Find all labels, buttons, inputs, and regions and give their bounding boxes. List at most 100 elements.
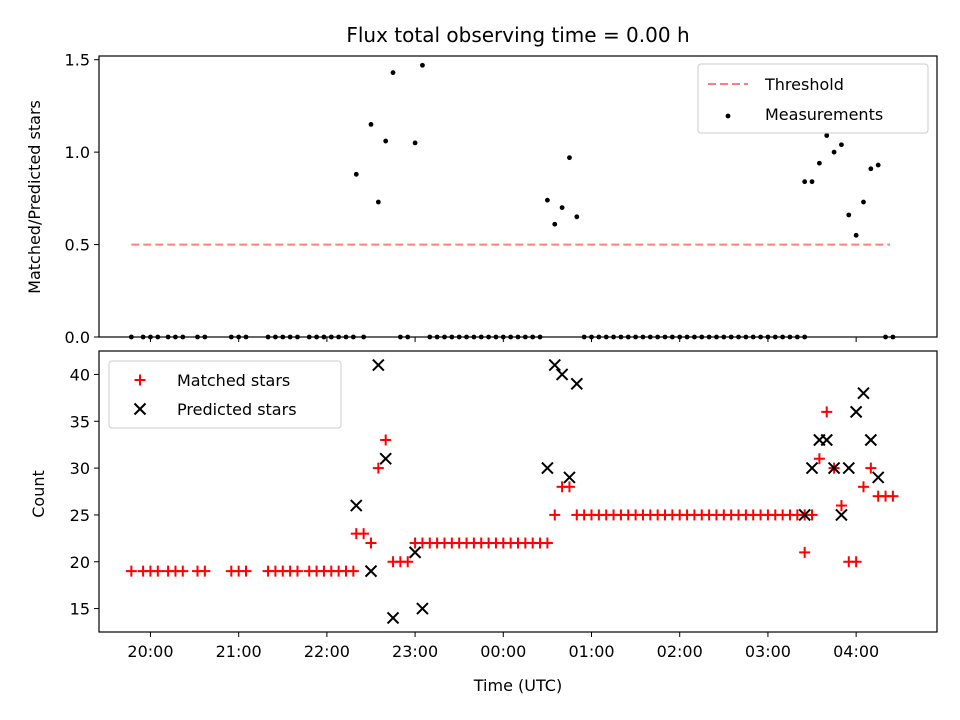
legend-threshold-label: Threshold: [764, 75, 844, 94]
top-y-tick-label: 0.0: [65, 328, 90, 347]
top-x-ticks: [149, 337, 857, 342]
predicted-star-point: [570, 377, 584, 390]
measurement-point: [420, 62, 425, 68]
matched-star-point: [549, 509, 561, 521]
legend-predicted-swatch: [133, 402, 147, 416]
measurement-point: [353, 171, 359, 177]
bottom-x-tick-label: 04:00: [833, 642, 879, 661]
predicted-star-point: [849, 405, 863, 419]
predicted-star-point: [408, 546, 422, 559]
bottom-y-tick-label: 30: [70, 459, 90, 478]
bottom-y-tick-label: 15: [70, 600, 90, 619]
bottom-legend: Matched stars Predicted stars: [108, 360, 342, 429]
measurement-point: [412, 140, 418, 146]
top-y-tick-label: 1.5: [65, 51, 90, 70]
predicted-star-point: [864, 433, 878, 447]
matched-star-point: [821, 406, 833, 418]
matched-star-point: [291, 565, 303, 577]
bottom-axes-frame: [98, 350, 938, 633]
measurement-point: [383, 138, 389, 144]
matched-star-point: [835, 500, 847, 512]
predicted-star-point: [555, 368, 569, 381]
measurement-point: [375, 199, 381, 205]
predicted-star-point: [541, 461, 554, 475]
matched-star-point: [125, 565, 137, 577]
measurement-point: [567, 155, 572, 161]
measurement-point: [559, 205, 565, 210]
predicted-star-point: [842, 461, 855, 475]
predicted-star-point: [820, 433, 833, 447]
top-y-tick-label: 0.5: [65, 236, 90, 255]
legend-matched-swatch: [134, 374, 146, 386]
top-y-ticks: 0.0 0.5 1.0 1.5: [65, 51, 99, 347]
predicted-star-point: [871, 471, 885, 484]
bottom-y-ticks: 15 20 25 30 35 40: [70, 365, 99, 619]
predicted-star-point: [364, 564, 378, 578]
matched-star-point: [177, 565, 189, 577]
predicted-star-point: [835, 508, 848, 522]
measurement-point: [552, 221, 558, 227]
matched-star-point: [347, 565, 359, 577]
predicted-star-point: [563, 471, 576, 484]
measurement-point: [824, 133, 830, 138]
bottom-x-tick-label: 23:00: [392, 642, 438, 661]
bottom-legend-box: [108, 360, 342, 429]
matched-star-point: [857, 481, 869, 493]
bottom-plot-area: 15 20 25 30 35 40 20:00 21:00 22:00 23:00 00:00 01…: [29, 350, 938, 695]
x-axis-label: Time (UTC): [473, 676, 562, 695]
matched-star-point: [887, 490, 899, 502]
matched-star-point: [563, 481, 575, 493]
predicted-star-point: [386, 611, 400, 625]
measurement-point: [802, 179, 808, 185]
legend-measurements-swatch: [725, 113, 731, 119]
predicted-star-point: [372, 358, 385, 372]
matched-star-point: [402, 556, 414, 568]
top-marks: [128, 62, 896, 340]
matched-star-point: [541, 537, 553, 549]
bottom-x-tick-label: 21:00: [216, 642, 262, 661]
matched-star-point: [372, 462, 384, 474]
bottom-x-tick-label: 01:00: [568, 642, 614, 661]
measurement-point: [831, 149, 837, 155]
top-legend-box: [697, 63, 929, 134]
predicted-star-point: [548, 358, 561, 372]
measurement-point: [816, 160, 822, 166]
bottom-x-ticks: 20:00 21:00 22:00 23:00 00:00 01:00 02:00 03:00…: [127, 632, 879, 661]
predicted-star-point: [827, 461, 841, 475]
top-y-tick-label: 1.0: [65, 143, 90, 162]
matched-star-point: [799, 546, 811, 558]
bottom-x-tick-label: 22:00: [304, 642, 350, 661]
matched-star-point: [850, 556, 862, 568]
matched-star-point: [365, 537, 377, 549]
bottom-y-axis-label: Count: [29, 470, 48, 518]
bottom-y-tick-label: 35: [70, 412, 90, 431]
matched-star-point: [813, 453, 825, 465]
chart-title: Flux total observing time = 0.00 h: [346, 23, 689, 47]
matched-star-point: [380, 434, 392, 446]
predicted-star-point: [350, 499, 363, 512]
measurement-point: [574, 214, 580, 220]
measurement-point: [809, 179, 815, 185]
predicted-star-point: [798, 508, 811, 522]
predicted-star-point: [857, 386, 870, 400]
bottom-x-tick-label: 20:00: [127, 642, 173, 661]
matched-star-point: [240, 565, 252, 577]
matched-star-point: [199, 565, 211, 577]
top-plot-area: 0.0 0.5 1.0 1.5 Matched/Predicted stars Thr…: [25, 51, 938, 347]
predicted-star-point: [805, 461, 819, 475]
predicted-star-point: [379, 452, 392, 465]
measurement-point: [875, 162, 881, 168]
bottom-x-tick-label: 02:00: [657, 642, 703, 661]
measurement-point: [545, 197, 550, 203]
measurement-point: [839, 142, 844, 148]
measurement-point: [368, 122, 374, 127]
measurement-point: [861, 199, 866, 205]
bottom-y-tick-label: 40: [70, 365, 90, 384]
matched-star-point: [152, 565, 164, 577]
matched-star-point: [358, 528, 370, 540]
legend-predicted-label: Predicted stars: [177, 400, 297, 419]
measurement-point: [846, 212, 852, 218]
top-legend: Threshold Measurements: [697, 63, 929, 134]
bottom-x-tick-label: 03:00: [745, 642, 791, 661]
